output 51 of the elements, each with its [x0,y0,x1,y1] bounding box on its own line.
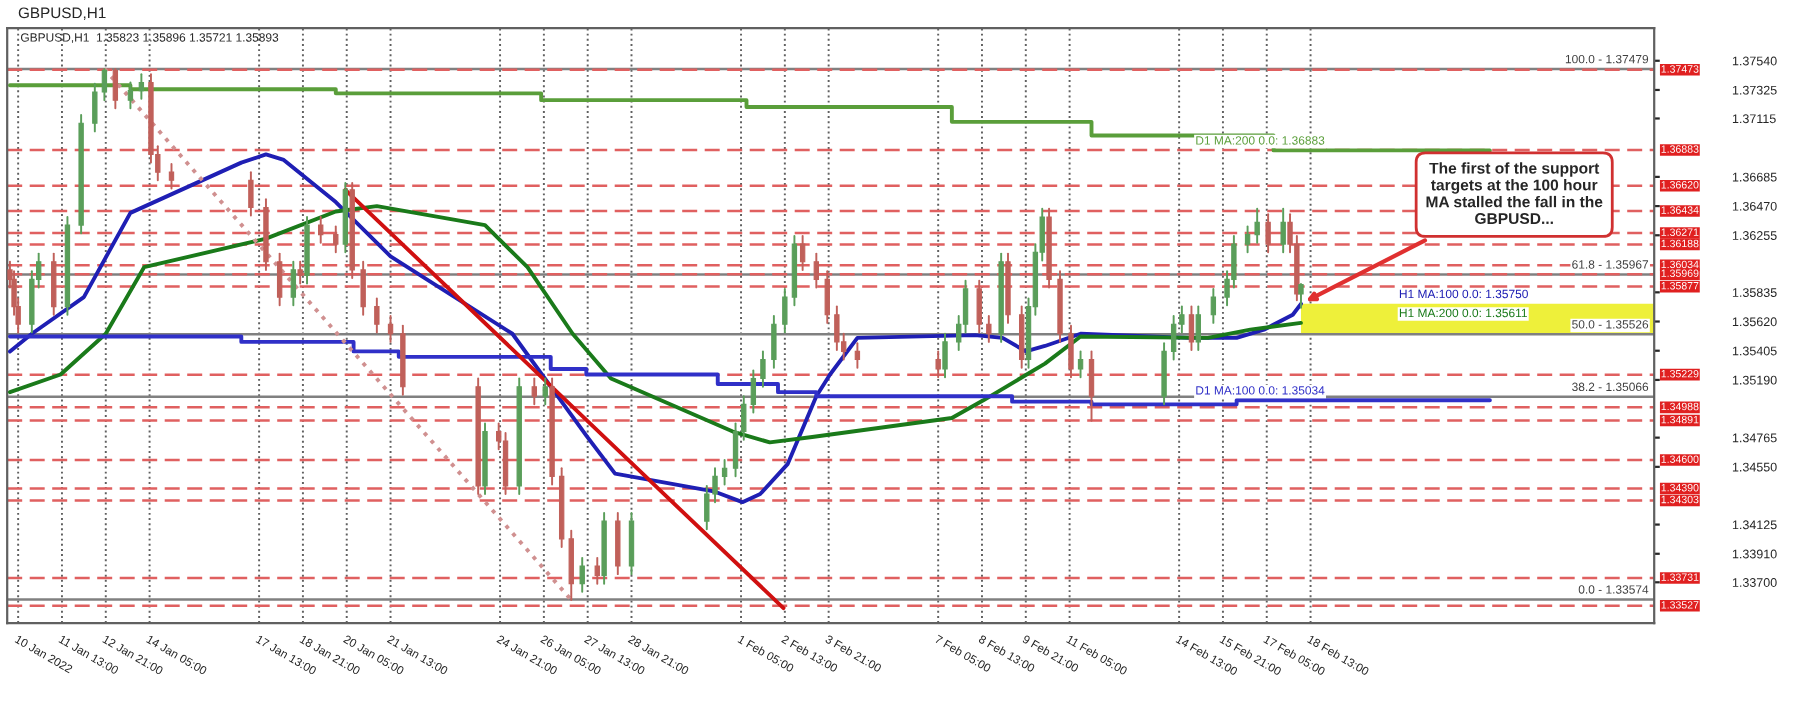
candlestick [568,529,574,601]
candlestick [942,332,948,379]
candlestick [760,350,766,388]
candlestick [168,163,175,190]
candlestick [360,260,366,316]
candlestick [750,369,757,414]
candlestick [799,234,806,271]
candlestick [1088,350,1095,422]
candlestick [935,350,941,379]
candlestick [1265,213,1271,254]
candlestick [318,215,324,244]
candlestick [628,512,635,576]
candlestick [1195,305,1201,352]
candlestick [1161,342,1167,406]
candlestick [1068,324,1074,379]
candlestick [824,270,830,324]
candlestick [531,377,537,406]
candlestick [1280,207,1286,254]
candlestick [138,73,145,100]
candlestick [542,377,548,406]
candlestick [297,260,303,285]
candlestick [721,459,728,486]
candlestick [1244,225,1251,254]
candlestick [1077,350,1084,379]
candlestick [1018,305,1025,369]
candlestick [1210,287,1217,324]
candlestick [615,512,621,576]
candlestick [51,252,57,316]
candlestick [248,171,254,217]
candlestick [771,315,777,369]
candlestick [854,342,861,369]
candlestick [594,556,600,585]
candlestick [1298,283,1304,309]
candlestick [333,225,339,254]
candlestick [290,260,297,307]
candlestick [92,82,98,133]
candlestick [374,297,380,334]
candlestick [579,556,585,593]
candlestick [112,67,119,110]
candlestick [782,287,788,334]
candlestick [986,315,992,343]
candlestick [1170,315,1177,361]
candlestick [1254,207,1260,244]
candlestick [704,484,710,531]
candlestick [976,279,982,334]
candlestick [101,67,108,102]
candlestick [1188,305,1195,352]
candlestick [813,252,820,289]
candlestick [834,305,840,352]
candlestick [127,81,134,110]
candlestick [276,252,283,307]
